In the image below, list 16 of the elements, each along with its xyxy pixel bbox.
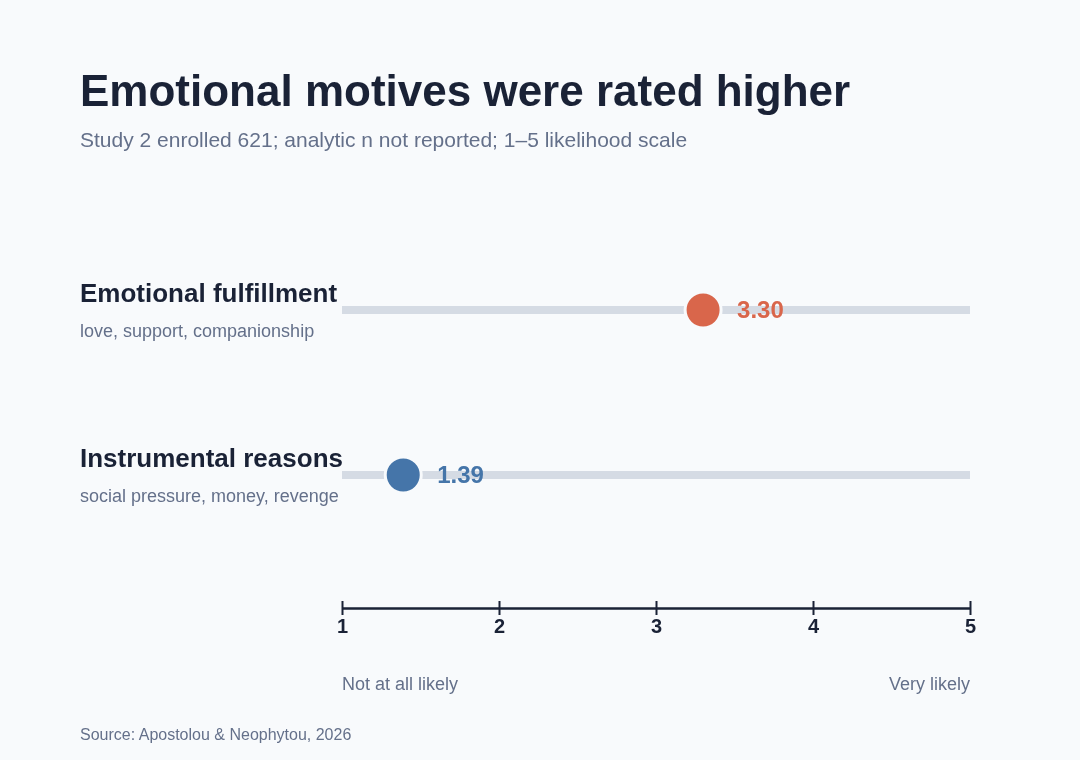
x-tick-label: 2 bbox=[493, 615, 506, 637]
chart-title: Emotional motives were rated higher bbox=[80, 66, 851, 115]
chart-subtitle: Study 2 enrolled 621; analytic n not reported; 1–5 likelihood scale bbox=[80, 128, 688, 151]
data-label: 1.39 bbox=[437, 461, 484, 488]
text: social pressure, money, revenge bbox=[80, 486, 339, 506]
y-tick-label: Emotional fulfillment bbox=[80, 278, 338, 308]
data-label: 3.30 bbox=[737, 296, 784, 323]
text: love, support, companionship bbox=[80, 321, 315, 341]
x-tick-label: 3 bbox=[650, 615, 663, 637]
text: Not at all likely bbox=[342, 674, 459, 694]
x-tick-label: 5 bbox=[964, 615, 977, 637]
text: Very likely bbox=[888, 674, 970, 694]
x-tick-label: 4 bbox=[807, 615, 820, 637]
y-tick-label: Instrumental reasons bbox=[80, 443, 343, 473]
x-tick-label: 1 bbox=[336, 615, 349, 637]
source-note: Source: Apostolou & Neophytou, 2026 bbox=[80, 726, 352, 743]
